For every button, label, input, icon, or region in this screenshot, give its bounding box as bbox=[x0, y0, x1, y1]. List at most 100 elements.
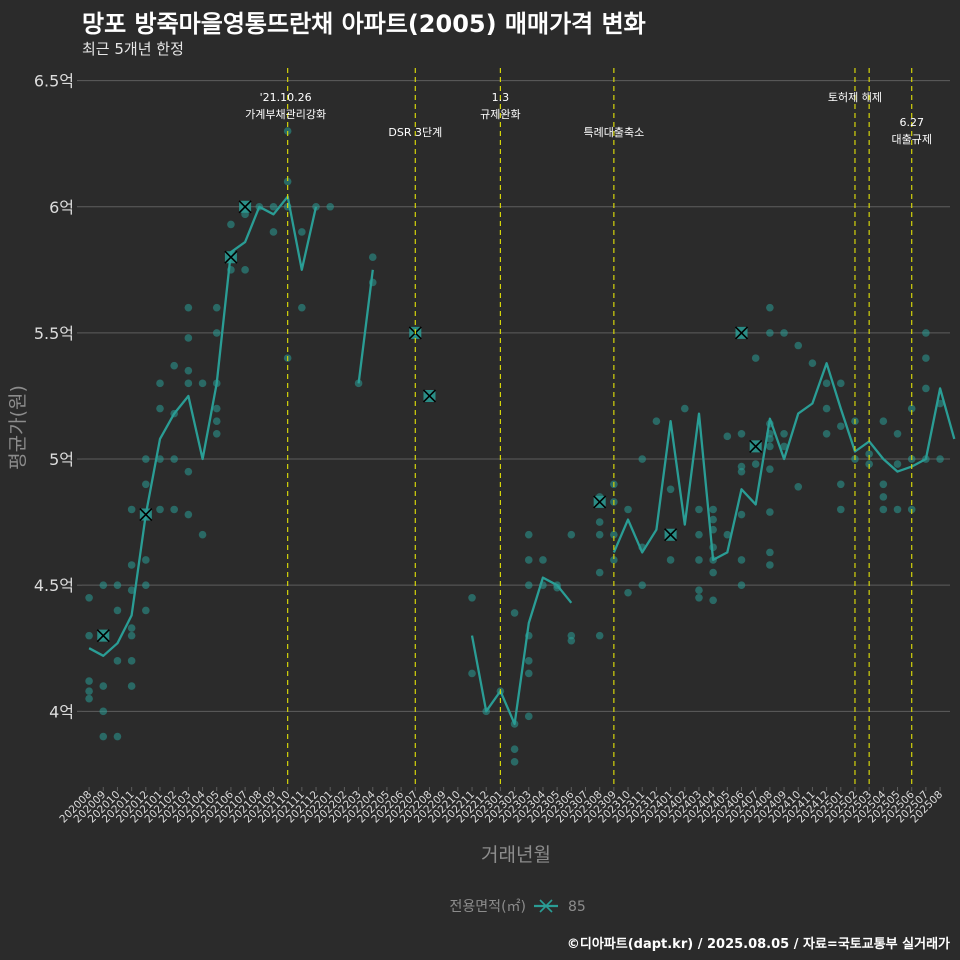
transaction-point bbox=[127, 561, 136, 569]
transaction-point bbox=[85, 631, 93, 640]
policy-event-label: 가계부채관리강화 bbox=[245, 108, 326, 121]
highlight-marker bbox=[238, 200, 252, 214]
legend-title: 전용면적(㎡) bbox=[450, 899, 526, 915]
transaction-point bbox=[879, 480, 888, 489]
transaction-point bbox=[780, 329, 788, 337]
transaction-point bbox=[766, 508, 774, 516]
highlight-marker bbox=[422, 389, 437, 403]
transaction-point bbox=[184, 334, 193, 342]
transaction-point bbox=[510, 609, 519, 617]
transaction-point bbox=[709, 568, 717, 577]
transaction-point bbox=[85, 687, 93, 695]
transaction-point bbox=[184, 510, 193, 519]
transaction-point bbox=[524, 712, 533, 721]
transaction-point bbox=[85, 677, 93, 685]
transaction-point bbox=[595, 631, 604, 640]
transaction-point bbox=[709, 596, 717, 605]
transaction-point bbox=[907, 404, 916, 413]
transaction-point bbox=[283, 177, 292, 186]
policy-event-label: 규제완화 bbox=[480, 108, 520, 121]
transaction-point bbox=[836, 505, 845, 514]
transaction-point bbox=[766, 465, 774, 473]
transaction-point bbox=[510, 745, 519, 753]
transaction-point bbox=[524, 530, 533, 539]
highlight-marker bbox=[96, 629, 110, 643]
transaction-point bbox=[184, 366, 193, 375]
transaction-point bbox=[922, 384, 930, 393]
transaction-point bbox=[156, 379, 164, 388]
transaction-point bbox=[737, 430, 746, 438]
transaction-point bbox=[836, 379, 845, 388]
transaction-point bbox=[610, 530, 618, 539]
transaction-point bbox=[298, 228, 306, 236]
policy-event-label: 특례대출축소 bbox=[583, 126, 644, 139]
transaction-point bbox=[836, 422, 845, 431]
transaction-point bbox=[737, 556, 746, 564]
series-line-85 bbox=[88, 195, 318, 657]
transaction-point bbox=[368, 253, 377, 262]
transaction-point bbox=[127, 682, 136, 690]
transaction-point bbox=[142, 606, 150, 615]
transaction-point bbox=[269, 202, 278, 211]
transaction-point bbox=[638, 581, 647, 589]
y-tick-label: 6억 bbox=[49, 198, 74, 217]
transaction-point bbox=[737, 510, 746, 519]
policy-event-label: 6.27 bbox=[899, 116, 924, 129]
transaction-point bbox=[142, 480, 150, 489]
transaction-point bbox=[326, 202, 335, 211]
transaction-point bbox=[936, 455, 944, 463]
transaction-point bbox=[822, 404, 831, 413]
transaction-point bbox=[127, 657, 136, 665]
transaction-point bbox=[212, 303, 221, 312]
transaction-point bbox=[312, 202, 320, 211]
transaction-point bbox=[666, 485, 675, 494]
transaction-point bbox=[766, 442, 774, 451]
transaction-point bbox=[766, 548, 774, 557]
highlight-marker bbox=[139, 507, 153, 522]
series-line-85 bbox=[470, 576, 573, 726]
transaction-point bbox=[127, 631, 136, 640]
transaction-point bbox=[170, 505, 178, 514]
transaction-point bbox=[695, 556, 703, 564]
transaction-point bbox=[836, 480, 845, 489]
transaction-point bbox=[298, 303, 306, 312]
transaction-point bbox=[695, 586, 703, 595]
policy-event-label: '21.10.26 bbox=[260, 91, 312, 104]
transaction-point bbox=[595, 530, 604, 539]
transaction-point bbox=[156, 505, 164, 514]
transaction-point bbox=[865, 450, 873, 458]
transaction-point bbox=[794, 341, 803, 350]
transaction-point bbox=[709, 505, 717, 514]
transaction-point bbox=[780, 442, 788, 451]
transaction-point bbox=[567, 530, 576, 539]
chart-subtitle: 최근 5개년 한정 bbox=[82, 40, 184, 58]
transaction-point bbox=[539, 556, 547, 564]
transaction-point bbox=[808, 359, 817, 367]
transaction-point bbox=[184, 379, 193, 388]
transaction-point bbox=[127, 586, 136, 595]
transaction-point bbox=[170, 361, 178, 370]
transaction-point bbox=[85, 694, 93, 703]
highlight-marker bbox=[593, 495, 607, 509]
y-tick-label: 4.5억 bbox=[34, 576, 74, 595]
transaction-point bbox=[879, 493, 888, 501]
transaction-point bbox=[156, 455, 164, 463]
transaction-point bbox=[595, 568, 604, 577]
policy-event-label: DSR 3단계 bbox=[388, 126, 442, 139]
transaction-point bbox=[156, 404, 164, 413]
transaction-point bbox=[751, 354, 760, 362]
policy-event-label: 토허제 해제 bbox=[828, 90, 882, 104]
transaction-point bbox=[99, 682, 108, 690]
transaction-point bbox=[113, 581, 122, 589]
transaction-point bbox=[184, 467, 193, 476]
source-caption: ©디아파트(dapt.kr) / 2025.08.05 / 자료=국토교통부 실… bbox=[566, 937, 950, 952]
transaction-point bbox=[142, 581, 150, 589]
transaction-point bbox=[893, 505, 902, 514]
transaction-point bbox=[695, 505, 703, 514]
transaction-point bbox=[241, 266, 249, 274]
transaction-point bbox=[198, 379, 207, 388]
transaction-point bbox=[524, 669, 533, 678]
transaction-point bbox=[269, 228, 278, 236]
highlight-marker bbox=[734, 326, 749, 340]
